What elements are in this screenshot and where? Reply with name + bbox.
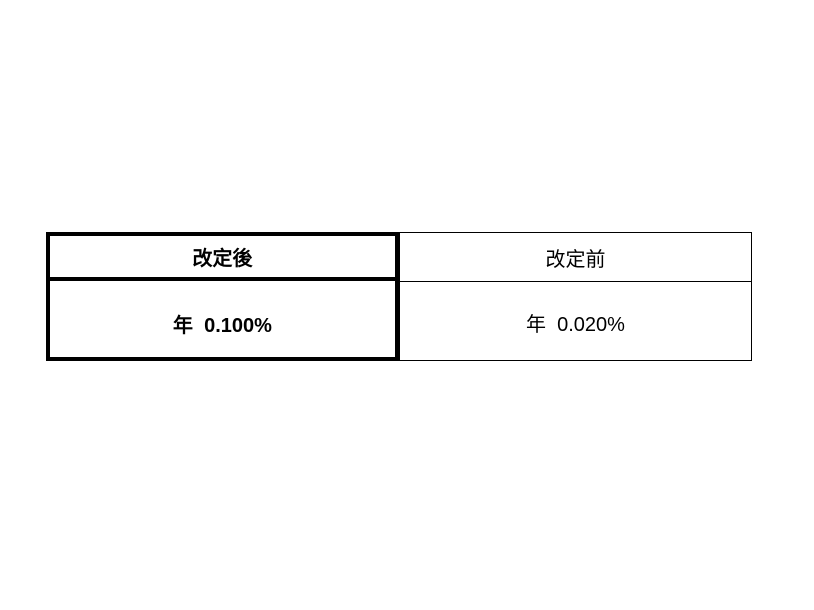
column-after: 改定後年 0.100% (46, 232, 399, 361)
header-before: 改定前 (400, 233, 751, 282)
column-before: 改定前年 0.020% (399, 232, 752, 361)
cell-before-value: 年 0.020% (400, 282, 751, 362)
page-canvas: 改定前年 0.020%改定後年 0.100% (0, 0, 814, 610)
cell-after-value: 年 0.100% (50, 285, 395, 361)
header-after: 改定後 (50, 236, 395, 281)
rate-table: 改定前年 0.020%改定後年 0.100% (46, 232, 752, 361)
